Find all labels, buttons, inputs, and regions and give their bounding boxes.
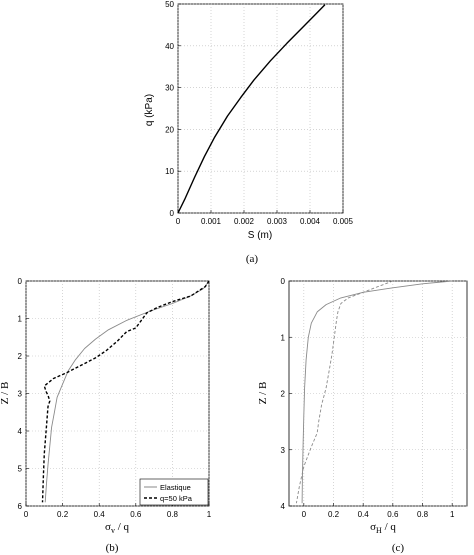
x-tick-label-c: 0.8 [417, 510, 429, 519]
x-tick-label-a: 0.004 [300, 217, 321, 226]
x-axis-label-b-rest: / q [115, 521, 130, 533]
x-axis-label-a: S (m) [248, 230, 272, 241]
x-axis-label-c-main: σ [370, 521, 376, 533]
x-tick-label-c: 0.2 [328, 510, 340, 519]
y-tick-label-a: 30 [165, 84, 174, 93]
panel-label-c: (c) [392, 542, 405, 554]
legend-label-q50: q=50 kPa [160, 494, 193, 503]
data-line-a-series-0 [177, 4, 326, 214]
legend-b: Elastique q=50 kPa [139, 478, 209, 506]
y-tick-label-b: 5 [18, 465, 23, 474]
y-tick-label-a: 20 [165, 125, 174, 134]
y-tick-label-c: 3 [281, 446, 286, 455]
ticks-b: 0 0.2 0.4 0.6 0.8 1 0 1 2 3 4 5 6 [18, 277, 212, 519]
ticks-a: 0 0.001 0.002 0.003 0.004 0.005 0 10 20 30 40 50 [165, 0, 353, 226]
data-line-c-series-0 [301, 280, 453, 504]
legend-box [139, 478, 209, 506]
y-tick-label-a: 10 [165, 167, 174, 176]
y-tick-label-a: 0 [170, 209, 175, 218]
x-axis-label-b: σv / q [105, 521, 129, 535]
x-tick-label-b: 0.2 [57, 510, 69, 519]
x-tick-label-a: 0.001 [201, 217, 222, 226]
x-tick-label-b: 1 [207, 510, 212, 519]
y-axis-label-a: q (kPa) [144, 94, 155, 126]
data-line-c-series-1 [295, 280, 393, 504]
x-axis-label-b-sub: v [111, 526, 115, 535]
y-tick-label-a: 50 [165, 0, 174, 9]
data-line-b-q-50-kpa [41, 280, 210, 503]
series-c [295, 280, 453, 504]
x-axis-label-c: σH / q [370, 521, 396, 535]
legend-label-elastique: Elastique [160, 483, 191, 492]
x-axis-label-c-rest: / q [382, 521, 397, 533]
x-tick-label-a: 0.005 [333, 217, 354, 226]
series-a [177, 4, 326, 214]
y-tick-label-c: 2 [281, 390, 286, 399]
x-tick-label-b: 0.6 [130, 510, 142, 519]
x-tick-label-b: 0.4 [94, 510, 106, 519]
x-tick-label-a: 0 [176, 217, 181, 226]
y-tick-label-b: 2 [18, 352, 23, 361]
y-axis-label-c: Z / B [257, 382, 269, 405]
data-line-b-elastique [44, 280, 210, 503]
y-tick-label-c: 1 [281, 333, 286, 342]
x-tick-label-c: 0 [302, 510, 307, 519]
y-axis-label-b: Z / B [0, 382, 11, 405]
chart-panel-b: 0 0.2 0.4 0.6 0.8 1 0 1 2 3 4 5 6 σv / q Z / B (b) E… [0, 277, 212, 554]
x-axis-label-b-main: σ [105, 521, 111, 533]
x-tick-label-b: 0 [24, 510, 29, 519]
y-tick-label-b: 6 [18, 502, 23, 511]
y-tick-label-b: 4 [18, 427, 23, 436]
x-tick-label-b: 0.8 [167, 510, 179, 519]
x-tick-label-a: 0.002 [234, 217, 255, 226]
ticks-c: 0 0.2 0.4 0.6 0.8 1 0 1 2 3 4 [281, 277, 455, 519]
y-tick-label-c: 0 [281, 277, 286, 286]
x-tick-label-c: 0.6 [387, 510, 399, 519]
x-tick-label-c: 1 [450, 510, 455, 519]
panel-label-b: (b) [106, 542, 119, 554]
y-tick-label-b: 0 [18, 277, 23, 286]
plot-frame-a [177, 3, 344, 214]
series-b [41, 280, 210, 503]
x-tick-label-a: 0.003 [267, 217, 288, 226]
x-tick-label-c: 0.4 [358, 510, 370, 519]
chart-panel-c: 0 0.2 0.4 0.6 0.8 1 0 1 2 3 4 σH / q Z / B (c) [257, 277, 468, 554]
y-tick-label-c: 4 [281, 502, 286, 511]
grid-a [177, 3, 344, 214]
y-tick-label-a: 40 [165, 42, 174, 51]
y-tick-label-b: 3 [18, 390, 23, 399]
y-tick-label-b: 1 [18, 315, 23, 324]
chart-panel-a: 0 0.001 0.002 0.003 0.004 0.005 0 10 20 30 40 50 S … [144, 0, 354, 265]
grid-b [25, 280, 210, 507]
x-axis-label-c-sub: H [376, 526, 382, 535]
panel-label-a: (a) [246, 253, 259, 265]
